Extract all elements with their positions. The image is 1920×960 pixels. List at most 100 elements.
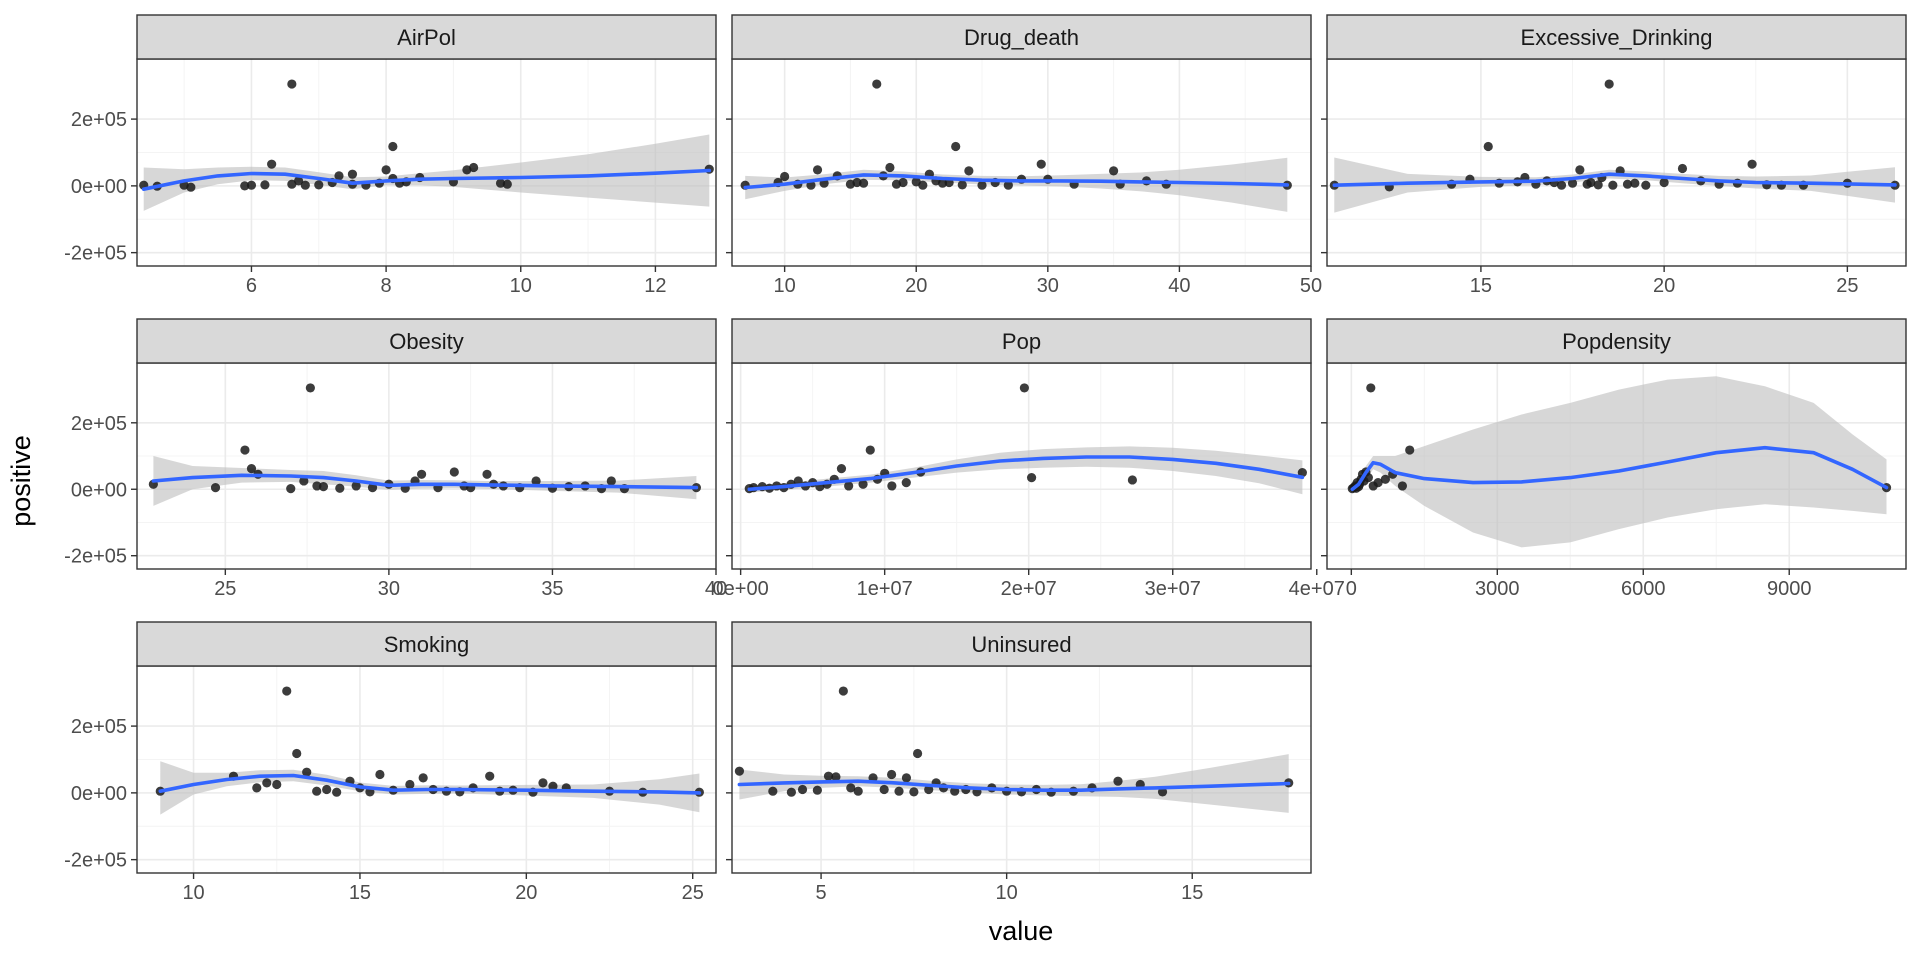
data-point (1575, 165, 1585, 175)
data-point (768, 786, 778, 796)
data-point (246, 180, 257, 190)
data-point (322, 784, 332, 795)
facet-strip-label: Obesity (389, 329, 464, 354)
panel-data (148, 383, 701, 506)
y-tick-label: -2e+05 (64, 850, 127, 872)
confidence-ribbon (745, 157, 1288, 212)
data-point (836, 464, 847, 474)
data-point (1608, 180, 1618, 190)
data-point (1604, 79, 1614, 89)
panel-data (1347, 376, 1892, 548)
x-tick-label: 0 (1346, 578, 1357, 600)
data-point (823, 771, 834, 781)
data-point (272, 779, 282, 790)
x-tick-label: 15 (1181, 882, 1203, 904)
data-point (786, 787, 796, 797)
facet-strip-label: Uninsured (971, 632, 1071, 657)
data-point (1297, 468, 1307, 478)
data-point (302, 767, 312, 777)
data-point (950, 786, 960, 796)
data-point (299, 476, 309, 486)
data-point (901, 773, 912, 783)
y-tick-label: 2e+05 (71, 109, 127, 131)
data-point (252, 783, 262, 793)
panel-data (139, 79, 714, 211)
x-tick-label: 5 (816, 882, 827, 904)
data-point (1630, 178, 1640, 188)
facet-strip (136, 14, 717, 60)
y-tick-label: -2e+05 (64, 546, 127, 568)
confidence-ribbon (739, 754, 1289, 813)
facet-strip (136, 318, 717, 364)
x-tick-label: 10 (182, 882, 204, 904)
smooth-line (737, 779, 1291, 792)
data-point (812, 785, 822, 795)
data-point (1586, 177, 1596, 188)
data-point (977, 180, 987, 190)
data-point (367, 482, 378, 493)
data-point (418, 773, 428, 783)
data-point (1366, 383, 1376, 393)
facet-panel-airpol: AirPol 6 8 10 12 -2e+05 0e+00 2e+05 (64, 14, 717, 297)
facet-strip (1326, 318, 1907, 364)
data-point (305, 383, 315, 393)
x-tick-label: 50 (1300, 275, 1322, 297)
data-point (292, 748, 302, 759)
data-point (1677, 163, 1688, 174)
facet-panel-pop: Pop 0e+00 1e+07 2e+07 3e+07 4e+07 (713, 318, 1345, 600)
panel-data (155, 686, 704, 815)
data-point (388, 141, 398, 152)
x-tick-label: 40 (1168, 275, 1190, 297)
x-tick-label: 10 (996, 882, 1018, 904)
data-point (858, 178, 869, 188)
facet-panels: AirPol 6 8 10 12 -2e+05 0e+00 2e+05 Drug_death 10… (64, 14, 1907, 904)
data-point (246, 464, 257, 474)
y-tick-label: 2e+05 (71, 716, 127, 738)
data-point (186, 182, 196, 192)
panel-grid (732, 59, 1312, 266)
facet-strip-label: Pop (1002, 329, 1041, 354)
smooth-line (1332, 172, 1897, 187)
data-point (1109, 166, 1119, 176)
x-tick-label: 30 (1037, 275, 1059, 297)
data-point (531, 476, 541, 486)
data-point (416, 469, 427, 479)
data-point (872, 79, 882, 89)
data-point (240, 181, 250, 191)
confidence-ribbon (153, 456, 697, 506)
data-point (405, 779, 415, 790)
smooth-line (743, 173, 1290, 190)
facet-strip-label: Drug_death (964, 25, 1079, 50)
panel-grid (137, 666, 716, 873)
data-point (865, 445, 875, 455)
data-point (449, 467, 459, 477)
data-point (347, 169, 358, 179)
data-point (314, 180, 324, 190)
data-point (312, 786, 322, 796)
data-point (260, 180, 270, 190)
data-point (1659, 177, 1669, 188)
x-tick-label: 25 (1836, 275, 1858, 297)
x-tick-label: 10 (510, 275, 532, 297)
data-point (844, 481, 854, 491)
data-point (538, 778, 548, 788)
smooth-line (141, 168, 712, 191)
data-point (1747, 159, 1757, 169)
data-point (964, 166, 974, 176)
data-point (1026, 473, 1037, 483)
data-point (1003, 180, 1013, 190)
y-tick-label: -2e+05 (64, 243, 127, 265)
y-tick-label: 0e+00 (71, 176, 127, 198)
data-point (1641, 180, 1651, 190)
x-tick-label: 10 (774, 275, 796, 297)
data-point (1036, 159, 1046, 169)
panel-data (744, 383, 1307, 495)
data-point (957, 180, 967, 190)
facet-panel-drug-death: Drug_death 10 20 30 40 50 (726, 14, 1322, 297)
data-point (1019, 383, 1029, 393)
x-tick-label: 40 (705, 578, 727, 600)
data-point (780, 171, 790, 182)
y-tick-label: 0e+00 (71, 479, 127, 501)
data-point (886, 769, 897, 780)
